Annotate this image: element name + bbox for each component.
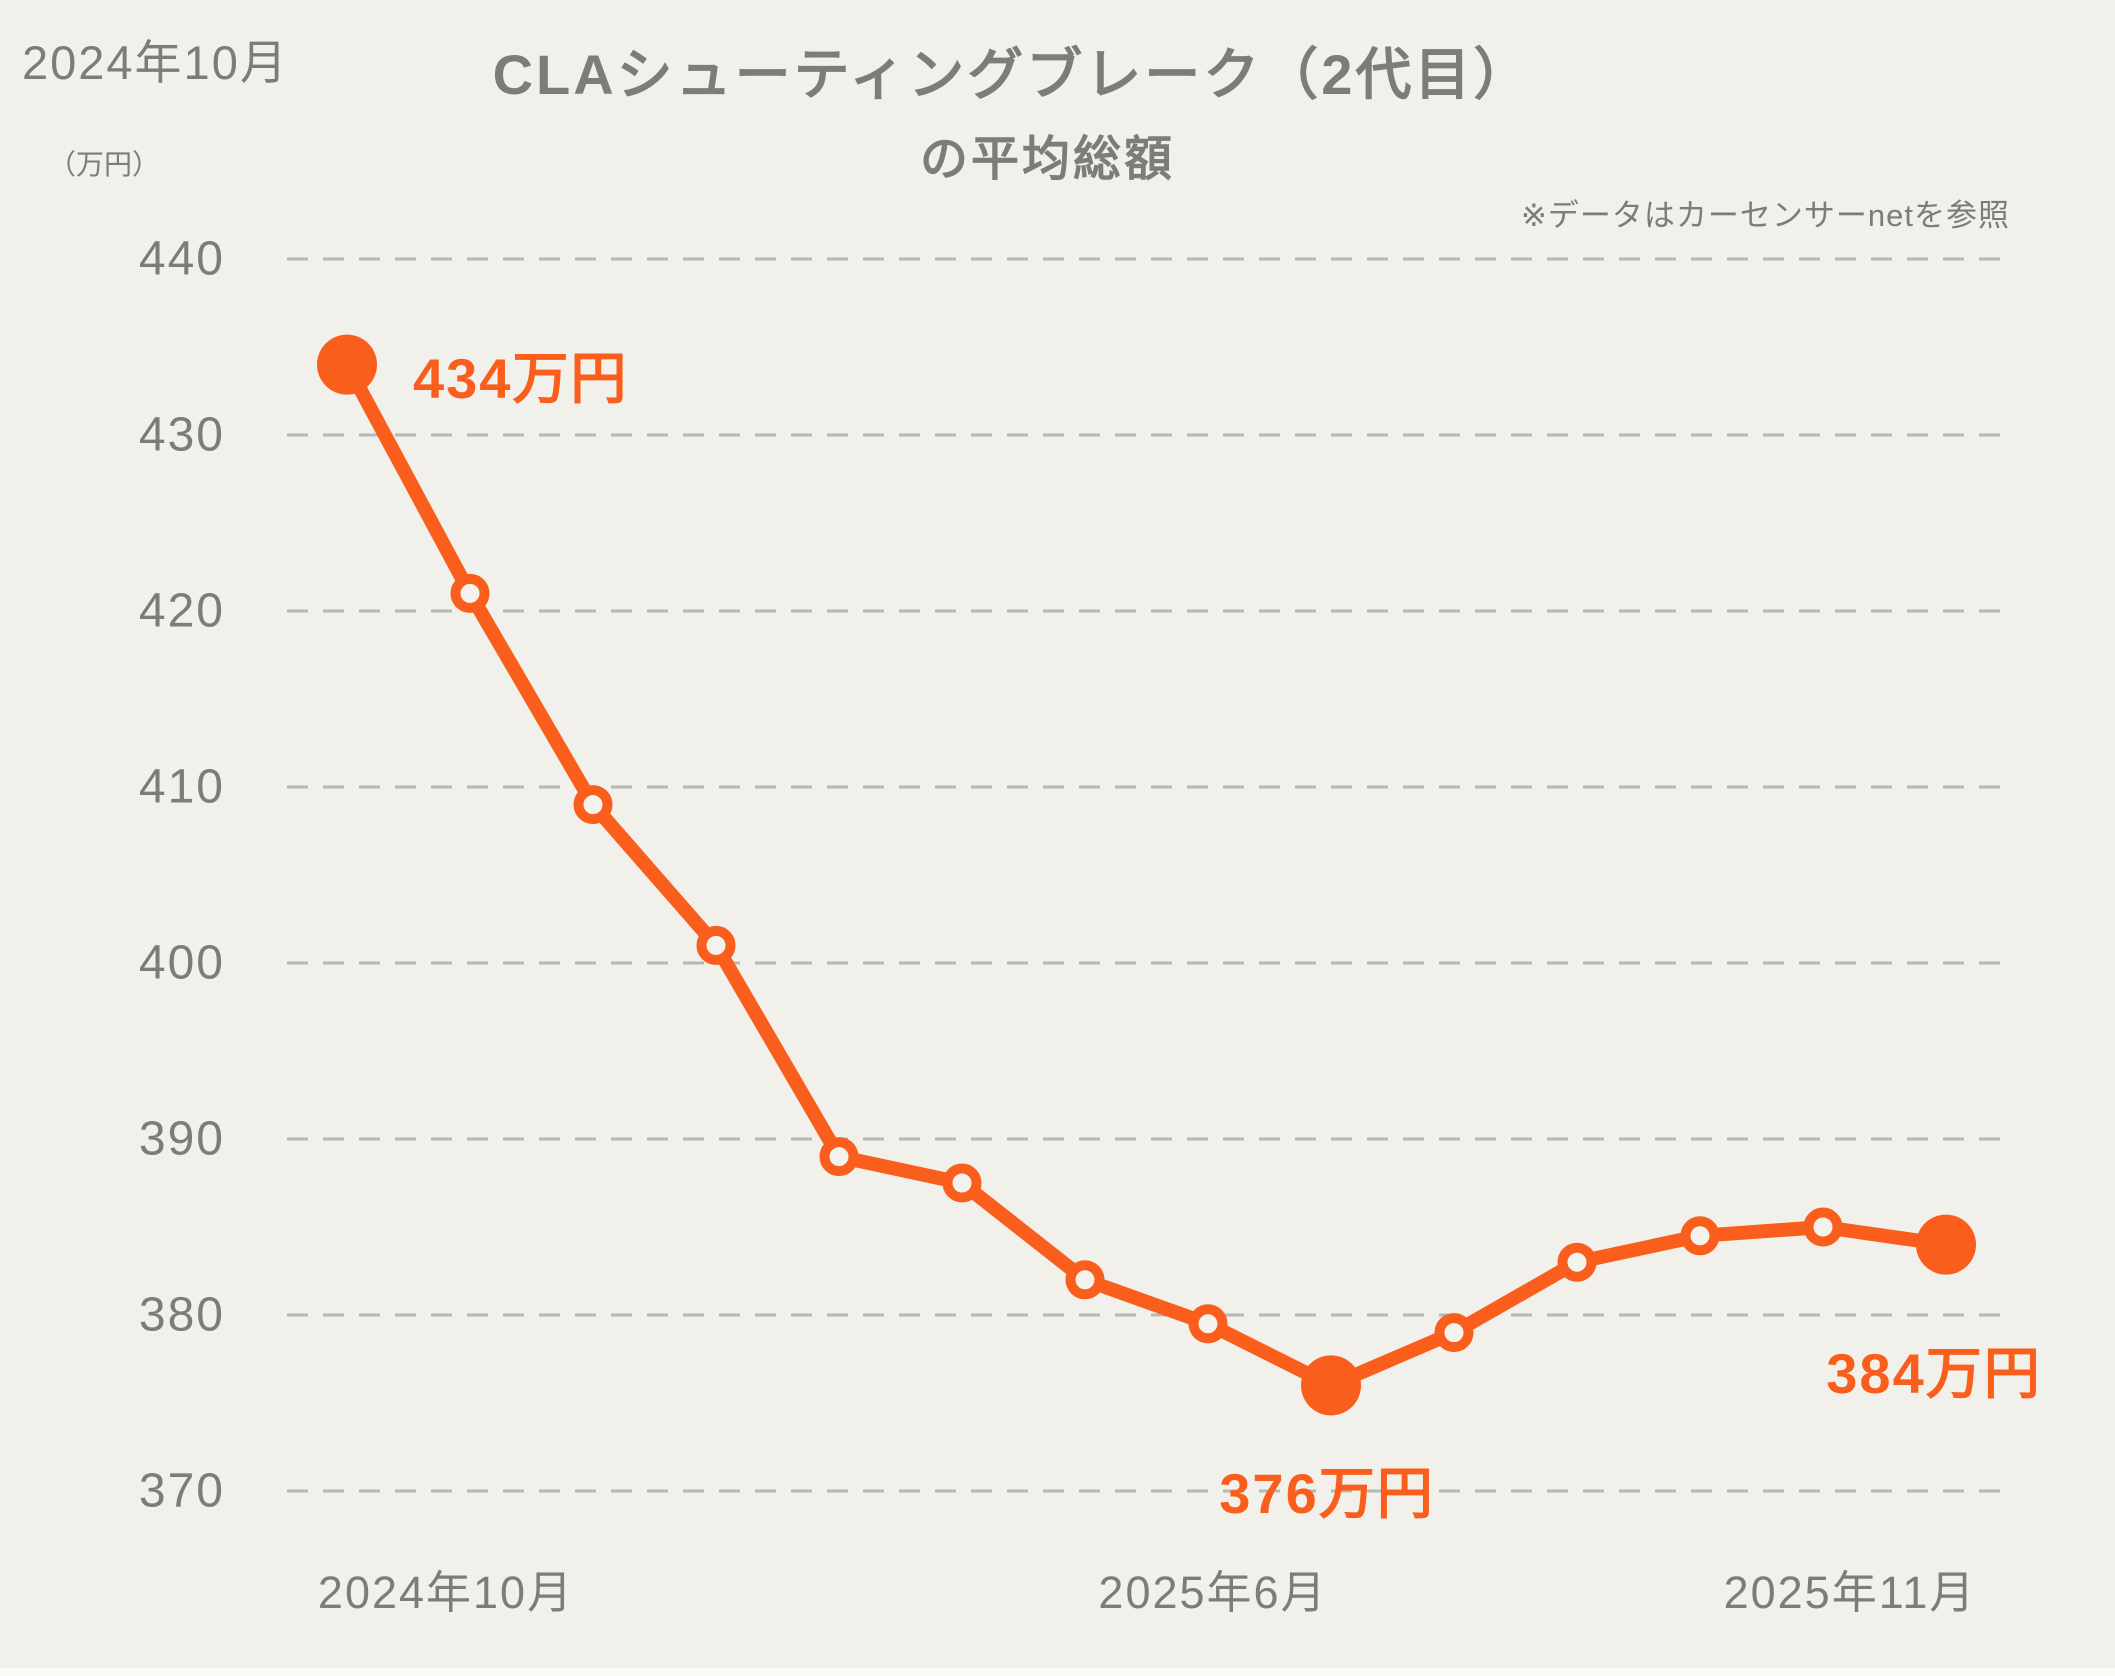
data-point-marker: [1188, 1304, 1228, 1344]
y-axis-tick: 380: [138, 1288, 225, 1342]
y-axis-unit-label: （万円）: [48, 149, 161, 180]
data-point-value-label: 384万円: [1826, 1341, 2042, 1405]
y-axis-tick: 430: [138, 408, 225, 462]
bottom-edge-strip: [0, 1668, 2115, 1676]
y-axis-tick: 420: [138, 584, 225, 638]
data-point-marker: [1557, 1242, 1597, 1282]
data-point-marker: [942, 1163, 982, 1203]
data-line: [340, 357, 1953, 1393]
data-point-marker-emphasized: [317, 334, 377, 395]
data-point-marker: [1065, 1260, 1105, 1300]
data-point-marker-emphasized: [1916, 1214, 1976, 1275]
data-point-marker: [573, 785, 613, 825]
data-point-marker: [450, 573, 490, 613]
data-point-value-label: 434万円: [413, 346, 629, 410]
x-axis-tick: 2024年10月: [317, 1567, 575, 1618]
data-source-note: ※データはカーセンサーnetを参照: [1520, 198, 2010, 233]
data-point-marker: [1680, 1216, 1720, 1256]
data-point-value-label: 376万円: [1219, 1462, 1435, 1526]
data-point-marker: [819, 1137, 859, 1177]
data-point-marker: [1803, 1207, 1843, 1247]
current-month-label: 2024年10月: [22, 36, 289, 89]
data-point-marker: [1434, 1313, 1474, 1353]
y-axis-tick: 410: [138, 760, 225, 814]
y-axis-tick: 390: [138, 1112, 225, 1166]
y-axis-tick: 400: [138, 936, 225, 990]
data-point-marker: [696, 925, 736, 965]
x-axis-tick: 2025年6月: [1098, 1567, 1328, 1618]
data-point-marker-emphasized: [1301, 1355, 1361, 1416]
y-axis-tick: 370: [138, 1464, 225, 1518]
y-axis-tick: 440: [138, 232, 225, 286]
x-axis-tick: 2025年11月: [1723, 1567, 1977, 1618]
